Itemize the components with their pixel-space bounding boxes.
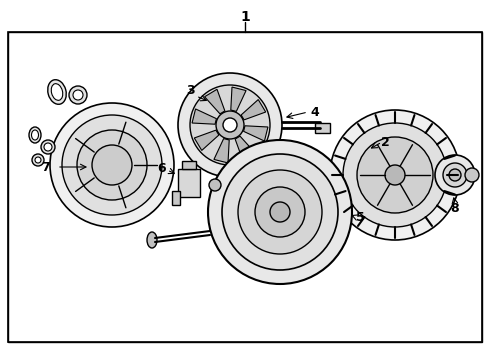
Ellipse shape: [48, 80, 66, 104]
Circle shape: [41, 140, 55, 154]
Circle shape: [255, 187, 305, 237]
Polygon shape: [192, 109, 217, 124]
Circle shape: [69, 86, 87, 104]
Circle shape: [73, 90, 83, 100]
Text: 8: 8: [451, 202, 459, 215]
Text: 7: 7: [41, 161, 49, 174]
Circle shape: [347, 147, 363, 163]
Polygon shape: [231, 87, 246, 111]
Bar: [8, 32, 482, 342]
Circle shape: [343, 123, 447, 227]
Circle shape: [435, 155, 475, 195]
Circle shape: [92, 145, 132, 185]
Circle shape: [209, 179, 221, 191]
Polygon shape: [204, 89, 225, 114]
Circle shape: [357, 137, 433, 213]
Circle shape: [44, 143, 52, 151]
Circle shape: [77, 130, 147, 200]
Circle shape: [465, 168, 479, 182]
Ellipse shape: [344, 140, 366, 170]
Circle shape: [222, 154, 338, 270]
Bar: [8, 32, 482, 342]
Ellipse shape: [338, 132, 372, 177]
Text: 4: 4: [311, 105, 319, 118]
Circle shape: [449, 169, 461, 181]
Polygon shape: [244, 126, 268, 141]
Bar: [178, 169, 200, 197]
Bar: [172, 191, 180, 205]
Ellipse shape: [29, 127, 41, 143]
Text: 1: 1: [240, 10, 250, 24]
Circle shape: [190, 85, 270, 165]
Bar: [182, 161, 196, 169]
Text: 2: 2: [381, 135, 390, 149]
Circle shape: [223, 118, 237, 132]
Text: 6: 6: [158, 162, 166, 175]
Circle shape: [208, 140, 352, 284]
Circle shape: [32, 154, 44, 166]
Ellipse shape: [51, 84, 63, 100]
Ellipse shape: [147, 232, 157, 248]
Circle shape: [35, 157, 41, 163]
Bar: [315, 123, 330, 133]
Ellipse shape: [31, 130, 39, 140]
Polygon shape: [235, 136, 255, 161]
Polygon shape: [241, 100, 266, 120]
Circle shape: [238, 170, 322, 254]
Polygon shape: [214, 139, 229, 163]
Circle shape: [330, 110, 460, 240]
Circle shape: [50, 103, 174, 227]
Circle shape: [385, 165, 405, 185]
Circle shape: [62, 115, 162, 215]
Circle shape: [270, 202, 290, 222]
Circle shape: [443, 163, 467, 187]
Text: 5: 5: [356, 211, 365, 224]
Polygon shape: [195, 130, 219, 150]
Circle shape: [216, 111, 244, 139]
Text: 3: 3: [186, 84, 195, 96]
Circle shape: [178, 73, 282, 177]
